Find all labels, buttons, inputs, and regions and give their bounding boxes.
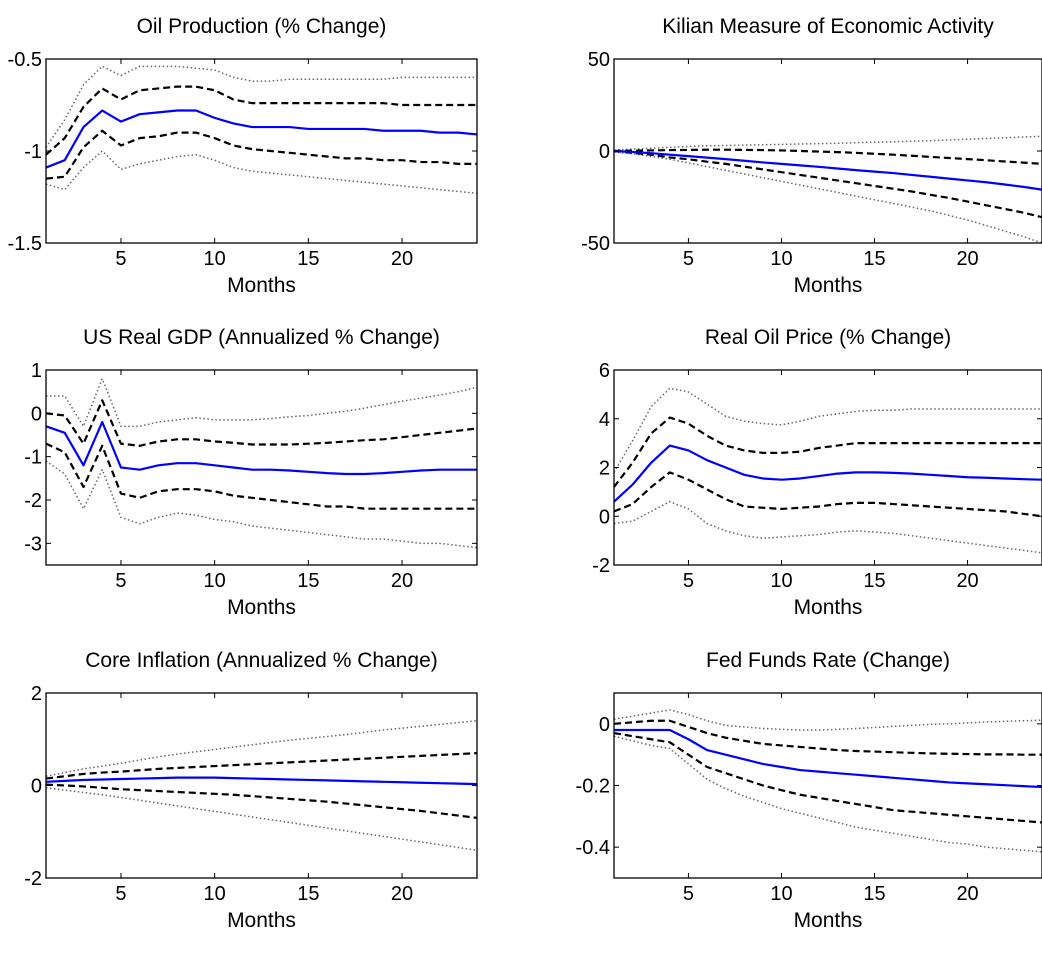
series-line-lower-outer bbox=[45, 460, 478, 549]
x-tick-label: 10 bbox=[770, 883, 792, 905]
series-line-upper-outer bbox=[613, 135, 1042, 151]
series-line-lower-outer bbox=[45, 150, 478, 195]
x-tick-label: 5 bbox=[115, 883, 126, 905]
y-tick-label: 0 bbox=[31, 403, 42, 425]
x-tick-label: 20 bbox=[391, 248, 413, 270]
chart-title: US Real GDP (Annualized % Change) bbox=[83, 326, 440, 349]
x-tick-label: 5 bbox=[683, 883, 694, 905]
x-tick-label: 5 bbox=[115, 570, 126, 592]
y-tick-label: -0.2 bbox=[576, 776, 610, 798]
series-line-upper-inner bbox=[45, 399, 478, 447]
x-tick-label: 15 bbox=[297, 570, 319, 592]
series-line-lower-outer bbox=[613, 735, 1042, 853]
x-axis-label: Months bbox=[227, 909, 296, 932]
x-tick-label: 5 bbox=[115, 248, 126, 270]
x-axis-label: Months bbox=[794, 909, 863, 932]
axes-box bbox=[45, 369, 478, 566]
y-tick-label: 1 bbox=[31, 360, 42, 382]
x-tick-label: 20 bbox=[391, 570, 413, 592]
x-tick-label: 10 bbox=[204, 570, 226, 592]
panel-1: 5 10 15 20 -1.5 -1 -0.5 Oil Production (% Chang… bbox=[8, 15, 478, 297]
panel-5: 5 10 15 20 -2 0 2 Core Inflation (Annualized % … bbox=[24, 649, 478, 932]
series-line-median bbox=[614, 728, 1042, 789]
x-tick-label: 15 bbox=[297, 883, 319, 905]
y-tick-label: -1 bbox=[24, 141, 42, 163]
x-axis-label: Months bbox=[227, 274, 296, 297]
series-line-lower-inner bbox=[45, 129, 477, 180]
y-tick-label: -50 bbox=[581, 233, 610, 255]
series-line-upper-inner bbox=[613, 416, 1042, 488]
panel-4: 5 10 15 20 -2 0 2 4 6 Real Oil Price (% Change) Mo… bbox=[592, 326, 1042, 619]
series-line-median bbox=[613, 444, 1042, 503]
chart-title: Real Oil Price (% Change) bbox=[705, 326, 951, 349]
panel-3: 5 10 15 20 -3 -2 -1 0 1 US Real GDP (Annualized %… bbox=[24, 326, 478, 619]
x-tick-label: 10 bbox=[204, 248, 226, 270]
chart-title: Kilian Measure of Economic Activity bbox=[662, 15, 994, 38]
chart-title: Fed Funds Rate (Change) bbox=[706, 649, 950, 672]
series-line-lower-outer bbox=[613, 151, 1042, 244]
y-tick-label: 2 bbox=[31, 683, 42, 705]
series-line-median bbox=[613, 149, 1042, 191]
y-tick-label: -0.4 bbox=[576, 837, 610, 859]
chart-title: Oil Production (% Change) bbox=[137, 15, 387, 38]
y-tick-label: 0 bbox=[31, 776, 42, 798]
series-line-lower-inner bbox=[613, 149, 1042, 219]
series-line-upper-outer bbox=[45, 720, 478, 777]
series-line-median bbox=[45, 420, 477, 476]
y-tick-label: -3 bbox=[24, 533, 42, 555]
x-tick-label: 10 bbox=[770, 570, 792, 592]
series-line-upper-outer bbox=[613, 387, 1042, 473]
y-tick-label: -2 bbox=[24, 868, 42, 890]
x-axis-label: Months bbox=[794, 596, 863, 619]
y-tick-label: -1.5 bbox=[8, 233, 42, 255]
panel-2: 5 10 15 20 -50 0 50 Kilian Measure of Economic … bbox=[581, 15, 1042, 297]
series-line-lower-outer bbox=[613, 500, 1042, 554]
series-line-upper-outer bbox=[613, 709, 1042, 731]
x-tick-label: 5 bbox=[683, 248, 694, 270]
y-tick-label: 4 bbox=[599, 409, 610, 431]
y-tick-label: 0 bbox=[599, 506, 610, 528]
x-axis-label: Months bbox=[227, 596, 296, 619]
chart-title: Core Inflation (Annualized % Change) bbox=[85, 649, 438, 672]
series-line-lower-inner bbox=[45, 442, 477, 510]
series-line-median bbox=[45, 109, 478, 169]
series-line-lower-inner bbox=[613, 731, 1042, 824]
panel-6: 5 10 15 20 -0.4 -0.2 0 Fed Funds Rate (Change) M… bbox=[576, 649, 1042, 932]
y-tick-label: 6 bbox=[599, 360, 610, 382]
y-tick-label: -1 bbox=[24, 447, 42, 469]
x-tick-label: 10 bbox=[770, 248, 792, 270]
y-tick-label: 0 bbox=[599, 714, 610, 736]
x-axis-label: Months bbox=[794, 274, 863, 297]
y-tick-label: 50 bbox=[588, 49, 610, 71]
x-tick-label: 20 bbox=[391, 883, 413, 905]
x-tick-label: 20 bbox=[956, 883, 978, 905]
series-line-lower-inner bbox=[613, 471, 1042, 518]
series-line-upper-inner bbox=[613, 719, 1042, 756]
x-tick-label: 15 bbox=[863, 570, 885, 592]
series-line-median bbox=[45, 776, 478, 786]
series-line-upper-outer bbox=[46, 377, 478, 428]
x-tick-label: 15 bbox=[297, 248, 319, 270]
y-tick-label: -2 bbox=[592, 555, 610, 577]
x-tick-label: 15 bbox=[863, 248, 885, 270]
series-line-upper-inner bbox=[45, 752, 478, 780]
y-tick-label: -0.5 bbox=[8, 49, 42, 71]
axes-box bbox=[613, 369, 1042, 566]
series-line-upper-inner bbox=[613, 148, 1042, 165]
series-line-lower-inner bbox=[45, 783, 478, 819]
axes-box bbox=[45, 692, 478, 879]
series-line-lower-outer bbox=[45, 787, 478, 851]
y-tick-label: 0 bbox=[599, 141, 610, 163]
series-line-upper-inner bbox=[45, 85, 477, 156]
x-tick-label: 5 bbox=[683, 570, 694, 592]
x-tick-label: 20 bbox=[956, 570, 978, 592]
series-line-upper-outer bbox=[45, 65, 477, 148]
axes-box bbox=[613, 692, 1042, 879]
x-tick-label: 10 bbox=[204, 883, 226, 905]
y-tick-label: -2 bbox=[24, 490, 42, 512]
y-tick-label: 2 bbox=[599, 458, 610, 480]
x-tick-label: 15 bbox=[863, 883, 885, 905]
x-tick-label: 20 bbox=[956, 248, 978, 270]
